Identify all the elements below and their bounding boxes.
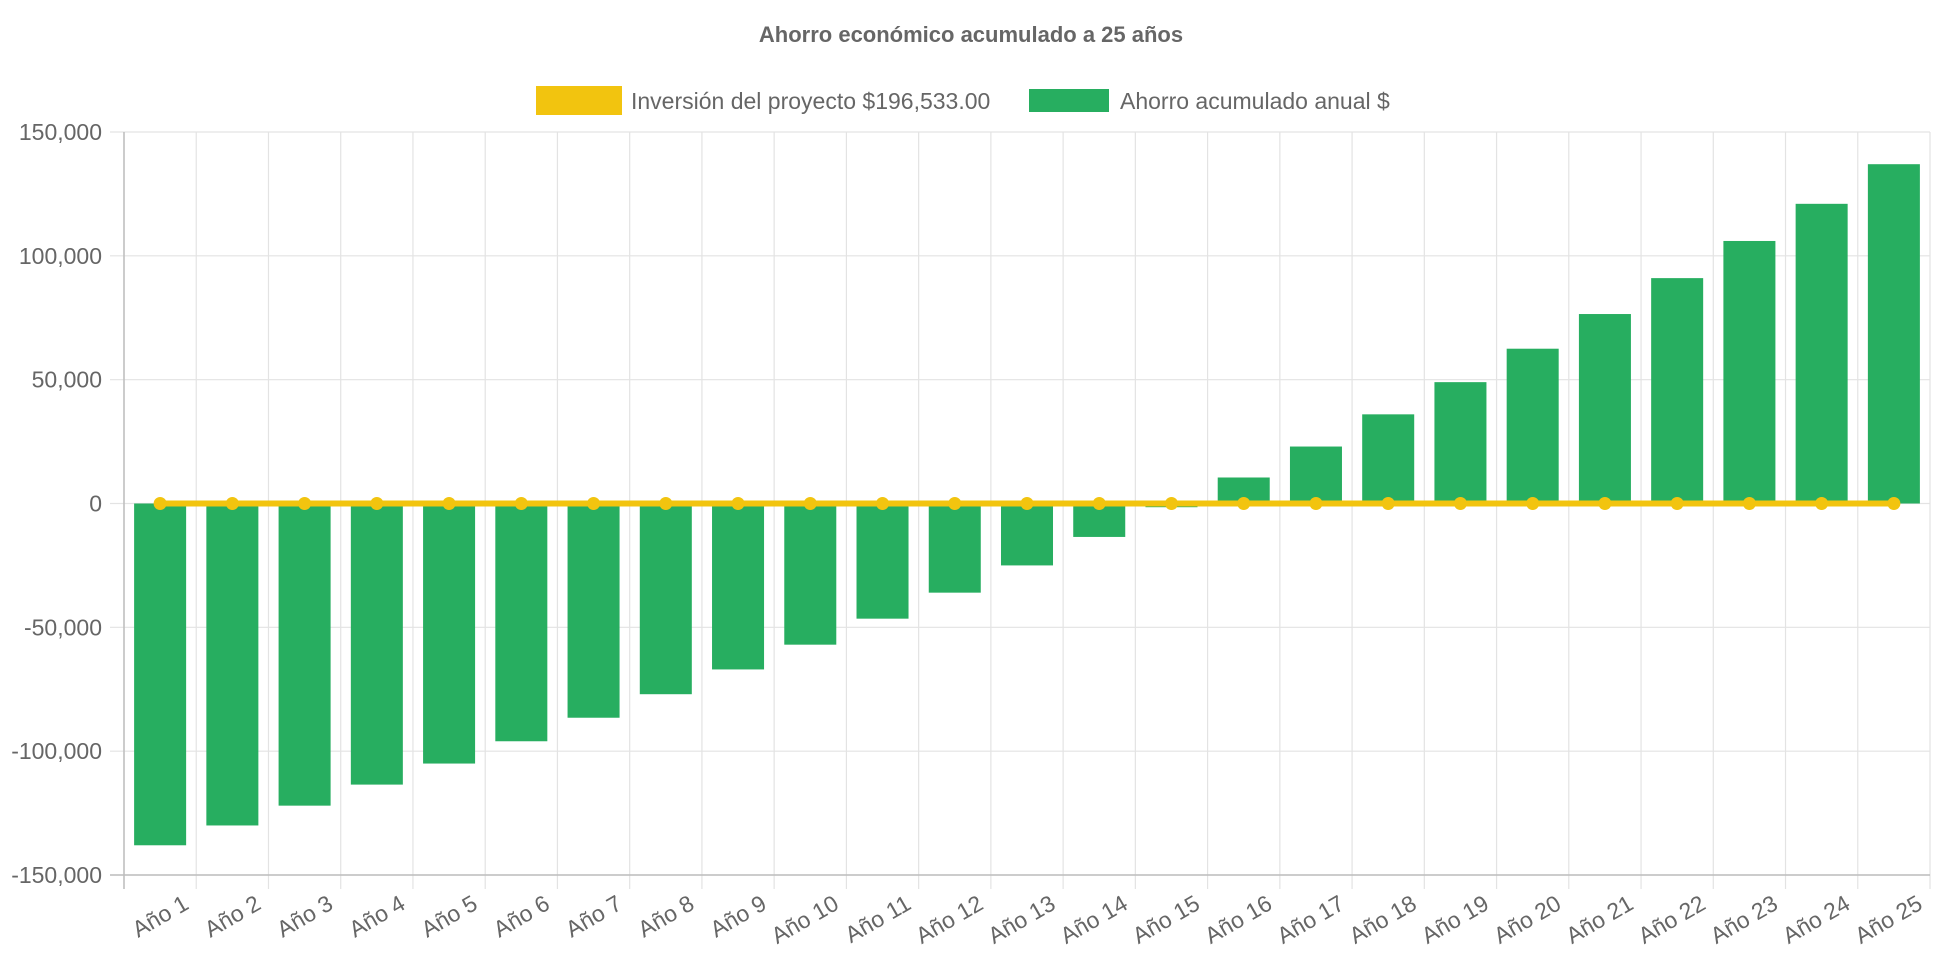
- bar: [1723, 240, 1776, 504]
- bar: [1506, 348, 1559, 504]
- x-tick-label: Año 6: [489, 890, 554, 943]
- investment-point: [1092, 497, 1106, 510]
- bar: [350, 503, 403, 785]
- bar: [1000, 503, 1054, 566]
- bar: [206, 503, 259, 826]
- y-tick-label: 50,000: [32, 367, 102, 393]
- x-tick-label: Año 13: [983, 890, 1059, 949]
- bar: [567, 503, 620, 718]
- x-tick-label: Año 12: [911, 890, 987, 949]
- legend-label-investment[interactable]: Inversión del proyecto $196,533.00: [631, 88, 990, 114]
- bar: [134, 503, 187, 846]
- bar: [1867, 164, 1920, 504]
- investment-point: [442, 497, 456, 510]
- investment-point: [1815, 497, 1829, 510]
- x-tick-label: Año 3: [272, 890, 337, 943]
- grid-lines: [110, 131, 1931, 889]
- investment-point: [1237, 497, 1251, 510]
- bar: [856, 503, 909, 619]
- investment-point: [1598, 497, 1612, 510]
- investment-point: [803, 497, 817, 510]
- investment-point: [1670, 497, 1684, 510]
- x-tick-label: Año 15: [1128, 890, 1204, 949]
- y-tick-label: 150,000: [19, 119, 102, 145]
- bar: [1795, 203, 1848, 504]
- x-tick-label: Año 24: [1778, 890, 1854, 949]
- line-series: [153, 497, 1901, 510]
- x-axis-ticks: Año 1 Año 2 Año 3 Año 4 Año 5 Año 6 Año 7 Año 8…: [128, 890, 1927, 949]
- investment-point: [1453, 497, 1467, 510]
- investment-point: [370, 497, 384, 510]
- legend-swatch-investment[interactable]: [536, 86, 622, 115]
- x-tick-label: Año 21: [1561, 890, 1637, 949]
- investment-point: [1526, 497, 1540, 510]
- investment-point: [1309, 497, 1323, 510]
- investment-point: [731, 497, 745, 510]
- y-axis-ticks: 150,000 100,000 50,000 0 -50,000 -100,000 -150…: [11, 119, 102, 888]
- investment-point: [225, 497, 239, 510]
- chart-title: Ahorro económico acumulado a 25 años: [759, 22, 1183, 47]
- bar: [1434, 382, 1487, 504]
- investment-point: [514, 497, 528, 510]
- x-tick-label: Año 11: [840, 890, 915, 948]
- axes: [110, 132, 1930, 889]
- bar: [1289, 446, 1342, 504]
- x-tick-label: Año 19: [1417, 890, 1493, 949]
- x-tick-label: Año 2: [200, 890, 265, 943]
- bar-series: [134, 164, 1920, 846]
- investment-point: [298, 497, 312, 510]
- bar: [712, 503, 765, 670]
- legend-label-savings[interactable]: Ahorro acumulado anual $: [1120, 88, 1390, 114]
- y-tick-label: -150,000: [11, 862, 102, 888]
- x-tick-label: Año 22: [1634, 890, 1710, 949]
- investment-point: [1164, 497, 1178, 510]
- investment-point: [1742, 497, 1756, 510]
- bar: [278, 503, 331, 806]
- bar: [639, 503, 692, 695]
- investment-point: [948, 497, 962, 510]
- y-tick-label: 0: [89, 491, 102, 517]
- x-tick-label: Año 23: [1706, 890, 1782, 949]
- x-tick-label: Año 7: [561, 890, 626, 943]
- investment-point: [1887, 497, 1901, 510]
- legend-swatch-savings[interactable]: [1029, 89, 1109, 112]
- x-tick-label: Año 20: [1489, 890, 1565, 949]
- investment-point: [1020, 497, 1034, 510]
- x-tick-label: Año 8: [633, 890, 698, 943]
- x-tick-label: Año 1: [128, 890, 193, 943]
- y-tick-label: -50,000: [24, 614, 102, 640]
- x-tick-label: Año 16: [1200, 890, 1276, 949]
- x-tick-label: Año 14: [1056, 890, 1132, 949]
- x-tick-label: Año 5: [417, 890, 482, 943]
- bar: [1578, 314, 1631, 504]
- bar: [1651, 278, 1704, 504]
- bar: [1362, 414, 1415, 504]
- x-tick-label: Año 4: [344, 890, 409, 943]
- x-tick-label: Año 25: [1850, 890, 1926, 949]
- y-tick-label: -100,000: [11, 738, 102, 764]
- x-tick-label: Año 10: [767, 890, 843, 949]
- x-tick-label: Año 17: [1272, 890, 1348, 949]
- investment-point: [876, 497, 890, 510]
- y-tick-label: 100,000: [19, 243, 102, 269]
- x-tick-label: Año 9: [706, 890, 771, 943]
- investment-point: [153, 497, 167, 510]
- investment-point: [659, 497, 673, 510]
- bar: [495, 503, 548, 742]
- bar: [784, 503, 837, 645]
- legend[interactable]: Inversión del proyecto $196,533.00 Ahorr…: [536, 86, 1390, 115]
- bar: [423, 503, 476, 764]
- bar: [928, 503, 981, 593]
- investment-point: [1381, 497, 1395, 510]
- x-tick-label: Año 18: [1345, 890, 1421, 949]
- investment-point: [587, 497, 601, 510]
